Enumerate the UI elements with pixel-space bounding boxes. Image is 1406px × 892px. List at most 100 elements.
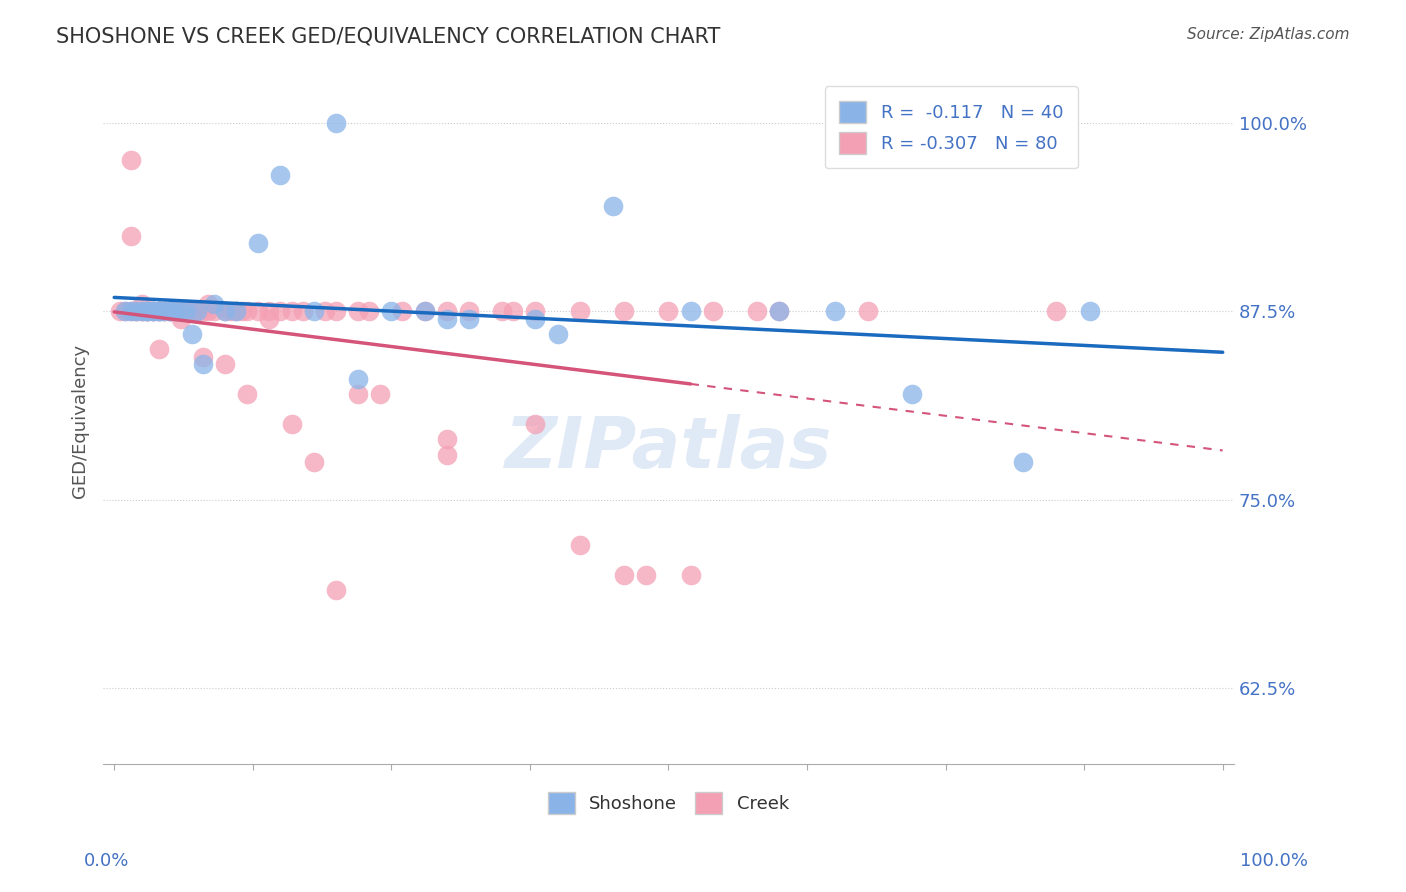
Point — [136, 304, 159, 318]
Point — [524, 417, 547, 432]
Point — [269, 169, 291, 183]
Point — [436, 433, 458, 447]
Text: 0.0%: 0.0% — [84, 852, 129, 870]
Text: Source: ZipAtlas.com: Source: ZipAtlas.com — [1187, 27, 1350, 42]
Point — [186, 304, 208, 318]
Point — [170, 304, 193, 318]
Point — [524, 311, 547, 326]
Point — [368, 387, 391, 401]
Point — [125, 304, 148, 318]
Point — [458, 311, 481, 326]
Point — [159, 304, 181, 318]
Legend: Shoshone, Creek: Shoshone, Creek — [538, 783, 799, 823]
Point — [131, 304, 153, 318]
Point — [325, 304, 347, 318]
Point — [142, 304, 165, 318]
Point — [391, 304, 413, 318]
Point — [120, 228, 142, 243]
Point — [302, 304, 325, 318]
Point — [136, 304, 159, 318]
Point — [148, 304, 170, 318]
Point — [165, 304, 187, 318]
Point — [197, 296, 219, 310]
Point — [636, 568, 658, 582]
Point — [657, 304, 679, 318]
Point — [768, 304, 790, 318]
Point — [236, 304, 259, 318]
Point — [120, 304, 142, 318]
Point — [219, 304, 242, 318]
Point — [186, 304, 208, 318]
Point — [153, 304, 176, 318]
Point — [214, 357, 236, 371]
Point — [491, 304, 513, 318]
Point — [202, 296, 225, 310]
Point — [174, 304, 197, 318]
Point — [502, 304, 524, 318]
Point — [180, 304, 202, 318]
Point — [108, 304, 131, 318]
Point — [247, 304, 270, 318]
Point — [458, 304, 481, 318]
Point — [347, 372, 370, 386]
Point — [380, 304, 402, 318]
Point — [231, 304, 253, 318]
Point — [153, 304, 176, 318]
Point — [1012, 455, 1035, 469]
Point — [159, 304, 181, 318]
Point — [280, 304, 302, 318]
Point — [202, 304, 225, 318]
Point — [153, 304, 176, 318]
Text: ZIPatlas: ZIPatlas — [505, 414, 832, 483]
Point — [302, 455, 325, 469]
Point — [142, 304, 165, 318]
Point — [325, 583, 347, 598]
Point — [191, 350, 214, 364]
Point — [259, 311, 281, 326]
Point — [191, 304, 214, 318]
Point — [136, 304, 159, 318]
Point — [174, 304, 197, 318]
Point — [702, 304, 724, 318]
Point — [856, 304, 879, 318]
Point — [125, 304, 148, 318]
Point — [120, 153, 142, 168]
Point — [679, 568, 702, 582]
Point — [613, 304, 636, 318]
Point — [125, 304, 148, 318]
Point — [148, 304, 170, 318]
Point — [413, 304, 436, 318]
Point — [314, 304, 336, 318]
Point — [413, 304, 436, 318]
Point — [214, 304, 236, 318]
Point — [197, 304, 219, 318]
Point — [747, 304, 769, 318]
Point — [568, 304, 591, 318]
Point — [436, 311, 458, 326]
Point — [165, 304, 187, 318]
Text: 100.0%: 100.0% — [1240, 852, 1308, 870]
Point — [159, 304, 181, 318]
Point — [347, 387, 370, 401]
Point — [214, 304, 236, 318]
Point — [148, 304, 170, 318]
Point — [1045, 304, 1067, 318]
Point — [247, 236, 270, 251]
Point — [174, 304, 197, 318]
Point — [901, 387, 924, 401]
Point — [159, 304, 181, 318]
Point — [259, 304, 281, 318]
Point — [170, 311, 193, 326]
Point — [679, 304, 702, 318]
Point — [602, 199, 624, 213]
Point — [170, 304, 193, 318]
Point — [136, 304, 159, 318]
Point — [131, 304, 153, 318]
Point — [524, 304, 547, 318]
Point — [180, 304, 202, 318]
Point — [547, 326, 569, 341]
Point — [225, 304, 247, 318]
Point — [225, 304, 247, 318]
Point — [236, 387, 259, 401]
Point — [131, 296, 153, 310]
